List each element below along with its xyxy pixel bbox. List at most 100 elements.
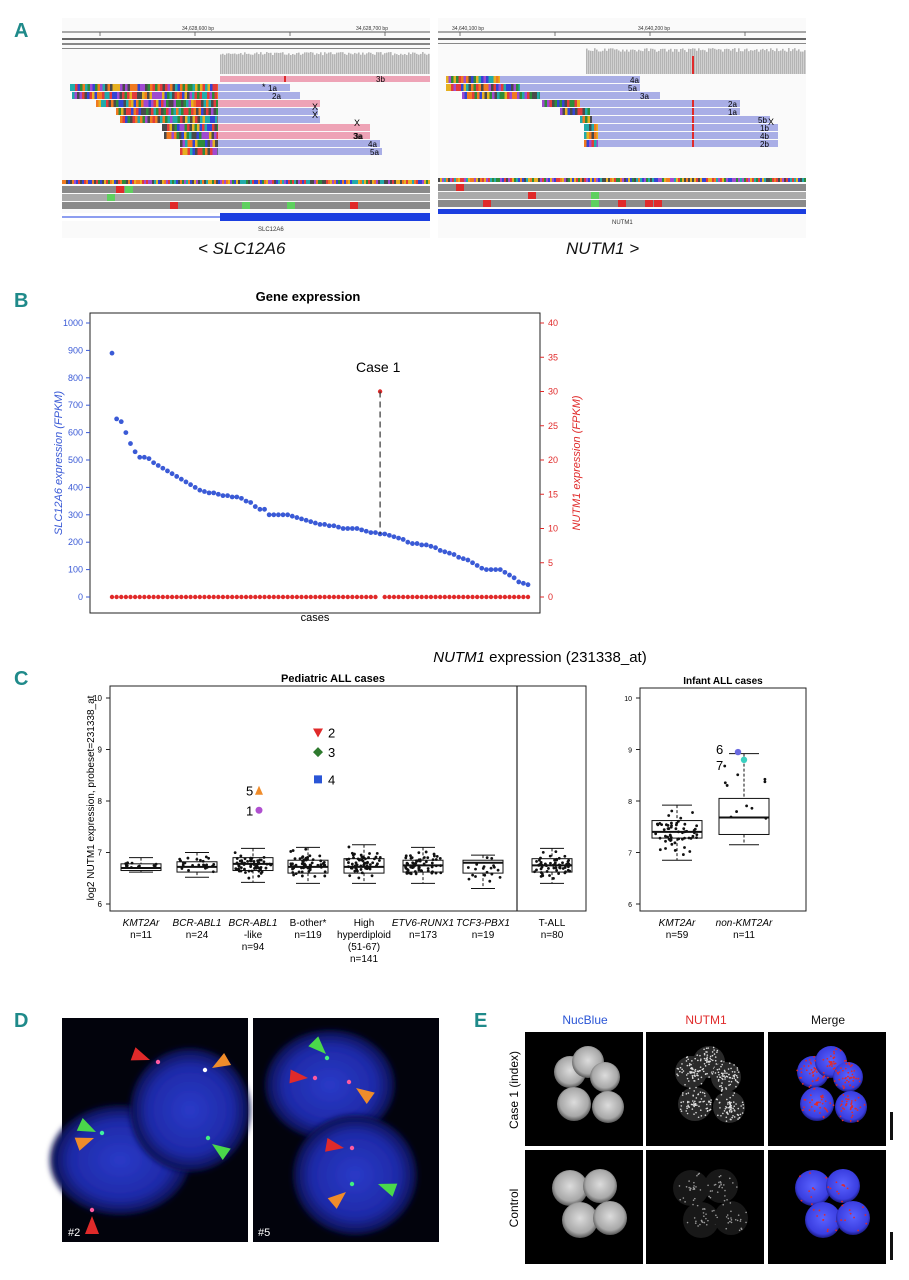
nutm1-speck xyxy=(716,1068,719,1071)
softclip-base xyxy=(194,92,197,99)
read-variant xyxy=(692,100,694,107)
slc12a6-point xyxy=(419,542,425,548)
softclip-base xyxy=(554,100,557,107)
seq-base xyxy=(354,180,356,184)
read xyxy=(598,140,778,147)
nutm1-speck-merge xyxy=(816,1104,819,1106)
jitter-point xyxy=(439,864,443,868)
jitter-point xyxy=(269,863,273,867)
slc12a6-point xyxy=(248,500,254,505)
seq-base xyxy=(132,180,134,184)
seq-base xyxy=(364,180,366,184)
nutm1-speck xyxy=(741,1101,744,1104)
softclip-base xyxy=(478,84,481,91)
fish-arrow xyxy=(308,1036,326,1054)
nutm1-speck-merge xyxy=(856,1109,859,1112)
panel-letter-b: B xyxy=(14,290,29,312)
softclip-base xyxy=(185,84,188,91)
nutm1-point xyxy=(451,594,457,600)
nucleus xyxy=(593,1201,627,1235)
seq-base xyxy=(750,178,752,182)
softclip-base xyxy=(198,100,201,107)
nutm1-speck xyxy=(725,1116,728,1119)
c-infant-axis-tick-label: 9 xyxy=(628,748,632,755)
seq-base xyxy=(350,180,352,184)
softclip-base xyxy=(182,148,185,155)
slc12a6-point xyxy=(368,530,374,536)
jitter-point xyxy=(291,849,295,852)
nutm1-speck xyxy=(694,1197,696,1200)
coverage-bar xyxy=(686,51,688,74)
seq-base xyxy=(280,180,282,184)
softclip-base xyxy=(181,100,184,107)
nutm1-speck xyxy=(717,1114,719,1117)
jitter-point xyxy=(319,859,323,863)
nutm1-speck xyxy=(705,1057,708,1060)
nutm1-speck-merge xyxy=(863,1103,866,1106)
seq-base xyxy=(392,180,394,184)
jitter-point xyxy=(308,863,312,867)
seq-base xyxy=(784,178,786,182)
coverage-bar xyxy=(760,49,762,74)
jitter-point xyxy=(490,857,494,860)
coverage-bar xyxy=(338,52,340,74)
slc12a6-point xyxy=(336,524,341,530)
softclip-base xyxy=(591,132,594,139)
seq-base xyxy=(276,180,278,184)
slc12a6-point xyxy=(511,575,517,581)
seq-base xyxy=(710,178,712,182)
jitter-point xyxy=(347,865,350,869)
softclip-base xyxy=(466,84,469,91)
nutm1-point xyxy=(396,594,401,600)
seq-base xyxy=(414,180,416,184)
coverage-variant xyxy=(692,56,694,74)
nutm1-speck-merge xyxy=(809,1084,812,1087)
coverage-bar xyxy=(608,48,610,74)
softclip-base xyxy=(127,92,130,99)
seq-base xyxy=(422,180,424,184)
right-ruler-label-2: 34,640,200 bp xyxy=(638,26,670,32)
nutm1-speck-merge xyxy=(850,1070,853,1073)
seq-base xyxy=(76,180,78,184)
nutm1-speck xyxy=(733,1116,736,1118)
softclip-base xyxy=(116,108,119,115)
coverage-bar xyxy=(786,51,788,74)
fish-arrow xyxy=(212,1052,232,1068)
seq-base xyxy=(780,178,782,182)
coverage-bar xyxy=(652,48,654,74)
seq-base xyxy=(732,178,734,182)
jitter-point xyxy=(237,864,241,868)
softclip-base xyxy=(151,108,154,115)
coverage-bar xyxy=(656,51,658,74)
seq-base xyxy=(214,180,216,184)
nutm1-point xyxy=(317,594,323,600)
nutm1-speck-merge xyxy=(839,1115,842,1118)
jitter-point xyxy=(489,866,493,870)
chart-b-case1-annotation: Case 1 xyxy=(356,359,401,375)
jitter-point xyxy=(300,856,304,859)
jitter-point xyxy=(348,874,352,878)
seq-base xyxy=(652,178,654,182)
softclip-base xyxy=(87,92,90,99)
softclip-base xyxy=(215,140,218,147)
coverage-bar xyxy=(230,53,232,74)
nutm1-speck xyxy=(704,1114,707,1116)
jitter-point xyxy=(417,858,421,862)
nutm1-speck xyxy=(688,1063,691,1065)
seq-base xyxy=(260,180,262,184)
seq-base xyxy=(632,178,634,182)
jitter-point xyxy=(474,875,477,878)
jitter-point xyxy=(322,860,326,864)
nutm1-speck xyxy=(727,1222,730,1224)
fish-signal xyxy=(89,1207,95,1213)
read xyxy=(540,92,660,99)
nutm1-speck-merge xyxy=(848,1063,851,1066)
slc12a6-point xyxy=(141,454,147,460)
softclip-base xyxy=(95,84,98,91)
seq-base xyxy=(304,180,306,184)
jitter-point xyxy=(424,860,428,864)
nutm1-speck-merge xyxy=(846,1187,849,1190)
slc12a6-point xyxy=(442,549,448,555)
nutm1-speck xyxy=(727,1217,730,1220)
slc12a6-point xyxy=(165,468,170,474)
